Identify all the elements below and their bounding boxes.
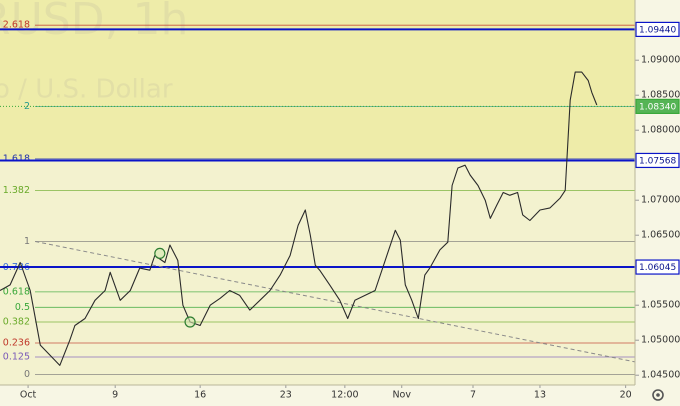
y-tick-label: 1.04500	[641, 370, 680, 381]
watermark-symbol: RUSD, 1h	[0, 0, 188, 45]
price-tag-label: 1.06045	[639, 263, 676, 273]
x-tick-label: 23	[280, 390, 292, 401]
x-tick-label: 20	[620, 390, 632, 401]
fib-level-label: 0	[24, 369, 30, 380]
x-tick-label: 12:00	[331, 390, 358, 401]
y-tick-label: 1.08500	[641, 90, 680, 101]
x-tick-label: Nov	[392, 390, 411, 401]
y-tick-label: 1.05500	[641, 300, 680, 311]
x-tick-label: Oct	[20, 390, 37, 401]
y-tick-label: 1.05000	[641, 335, 680, 346]
price-tag	[635, 259, 680, 275]
fib-level-label: 0.236	[3, 338, 30, 349]
fib-level-label: 1.382	[3, 185, 30, 196]
x-tick-label: 16	[194, 390, 206, 401]
x-tick-label: 9	[112, 390, 118, 401]
x-tick-label: 13	[534, 390, 546, 401]
fib-level-label: 0.5	[15, 302, 30, 313]
price-line-series	[0, 71, 598, 366]
price-tag	[635, 21, 680, 37]
fib-level-label: 0.382	[3, 317, 30, 328]
time-axis-background	[0, 385, 635, 406]
y-tick-label: 1.07000	[641, 195, 680, 206]
price-axis-background	[635, 0, 680, 406]
y-tick-label: 1.06500	[641, 230, 680, 241]
watermark-description: o / U.S. Dollar	[0, 75, 173, 105]
price-tag-label: 1.08340	[639, 102, 676, 112]
fib-level-label: 1.618	[3, 153, 30, 164]
y-tick-label: 1.08000	[641, 125, 680, 136]
price-tag	[635, 152, 680, 169]
fib-level-label: 2.618	[3, 20, 30, 31]
fib-level-label: 1	[24, 236, 30, 247]
price-tag-label: 1.09440	[639, 25, 676, 35]
upper-zone	[0, 0, 635, 159]
fib-level-label: 0.125	[3, 352, 30, 363]
price-tag-label: 1.07568	[639, 156, 676, 166]
fib-level-label: 2	[24, 101, 30, 112]
marker	[184, 316, 196, 328]
x-tick-label: 7	[470, 390, 476, 401]
marker	[154, 247, 166, 259]
settings-icon[interactable]	[652, 389, 664, 401]
y-tick-label: 1.09000	[641, 55, 680, 66]
trendline	[35, 241, 636, 363]
price-tag	[635, 98, 680, 115]
fib-level-label: 0.618	[3, 286, 30, 297]
